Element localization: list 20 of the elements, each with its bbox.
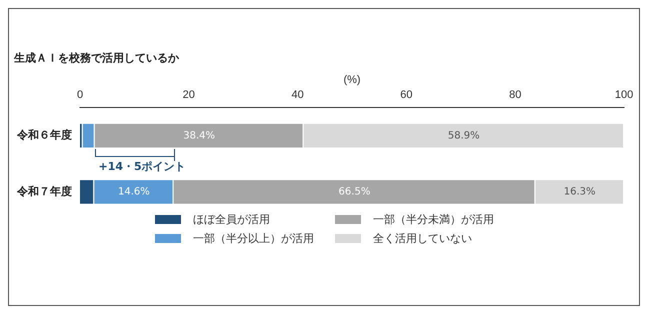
x-tick-label: 20 — [182, 89, 195, 102]
y-tick-label: 令和６年度 — [16, 128, 72, 142]
x-axis-title: (%) — [343, 74, 361, 86]
x-tick-label: 60 — [400, 89, 413, 102]
data-label: 58.9% — [448, 130, 480, 142]
x-tick-label: 100 — [614, 89, 634, 102]
data-label: 16.3% — [564, 186, 596, 198]
data-label: 66.5% — [338, 186, 370, 198]
legend-label: ほぼ全員が活用 — [193, 212, 270, 227]
data-label: 38.4% — [183, 130, 216, 142]
x-tick-label: 40 — [291, 89, 304, 102]
x-tick-label: 0 — [76, 89, 84, 102]
y-tick-label: 令和７年度 — [16, 184, 72, 198]
annotation: +14・5ポイント — [98, 160, 186, 173]
legend-label: 一部（半分未満）が活用 — [373, 212, 494, 227]
data-label: 14.6% — [118, 186, 150, 198]
chart-title: 生成ＡＩを校務で活用しているか — [13, 52, 180, 65]
legend-label: 一部（半分以上）が活用 — [193, 231, 314, 246]
legend-label: 全く活用していない — [373, 231, 472, 246]
x-tick-label: 80 — [509, 89, 522, 102]
